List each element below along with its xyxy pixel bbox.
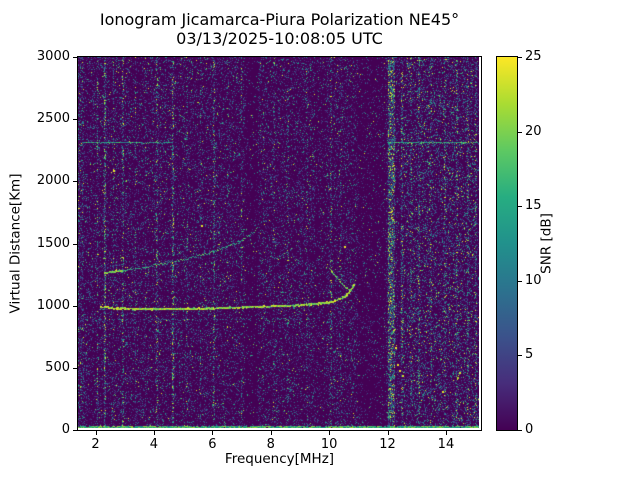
chart-title: Ionogram Jicamarca-Piura Polarization NE… <box>99 10 460 29</box>
x-tick-mark <box>153 431 155 435</box>
y-tick-label: 1500 <box>36 235 70 251</box>
x-tick-mark <box>445 431 447 435</box>
x-tick-label: 12 <box>379 437 396 452</box>
y-tick-label: 500 <box>45 359 70 375</box>
x-tick-label: 2 <box>91 437 100 452</box>
ionogram-heatmap-canvas <box>78 57 479 428</box>
y-tick-label: 3000 <box>36 49 70 64</box>
chart-subtitle: 03/13/2025-10:08:05 UTC <box>176 29 383 48</box>
colorbar-tick-mark <box>518 280 522 282</box>
x-tick-label: 10 <box>320 437 338 452</box>
x-tick-mark <box>329 431 331 435</box>
y-tick-mark <box>73 181 77 183</box>
y-tick-mark <box>73 367 77 369</box>
plot-area <box>77 56 482 431</box>
x-tick-mark <box>387 431 389 435</box>
colorbar-tick-label: 25 <box>525 49 542 64</box>
x-tick-mark <box>270 431 272 435</box>
y-tick-label: 1000 <box>36 297 70 313</box>
y-tick-mark <box>73 57 77 58</box>
x-tick-label: 14 <box>437 437 455 452</box>
y-tick-mark <box>73 305 77 307</box>
x-axis-label: Frequency[MHz] <box>224 451 335 467</box>
y-tick-label: 2000 <box>36 173 70 189</box>
colorbar-tick-label: 20 <box>525 123 542 139</box>
colorbar-tick-mark <box>518 57 522 58</box>
y-tick-mark <box>73 430 77 431</box>
colorbar-gradient <box>497 57 517 430</box>
colorbar-tick-mark <box>518 131 522 133</box>
colorbar-tick-mark <box>518 206 522 208</box>
x-tick-label: 4 <box>149 437 159 452</box>
x-tick-label: 6 <box>208 437 217 452</box>
y-tick-label: 0 <box>61 422 70 437</box>
x-tick-mark <box>95 431 97 435</box>
colorbar-tick-mark <box>518 430 522 431</box>
colorbar <box>496 56 518 431</box>
chart-title-block: Ionogram Jicamarca-Piura Polarization NE… <box>78 10 481 48</box>
colorbar-tick-mark <box>518 355 522 357</box>
colorbar-tick-label: 15 <box>525 198 542 214</box>
colorbar-tick-label: 0 <box>525 422 534 437</box>
x-tick-mark <box>212 431 214 435</box>
colorbar-label: SNR [dB] <box>538 213 555 274</box>
colorbar-tick-label: 10 <box>525 272 542 288</box>
y-tick-mark <box>73 243 77 245</box>
y-tick-mark <box>73 119 77 121</box>
y-tick-label: 2500 <box>36 111 70 127</box>
x-tick-label: 8 <box>266 437 275 452</box>
colorbar-tick-label: 5 <box>525 347 534 363</box>
